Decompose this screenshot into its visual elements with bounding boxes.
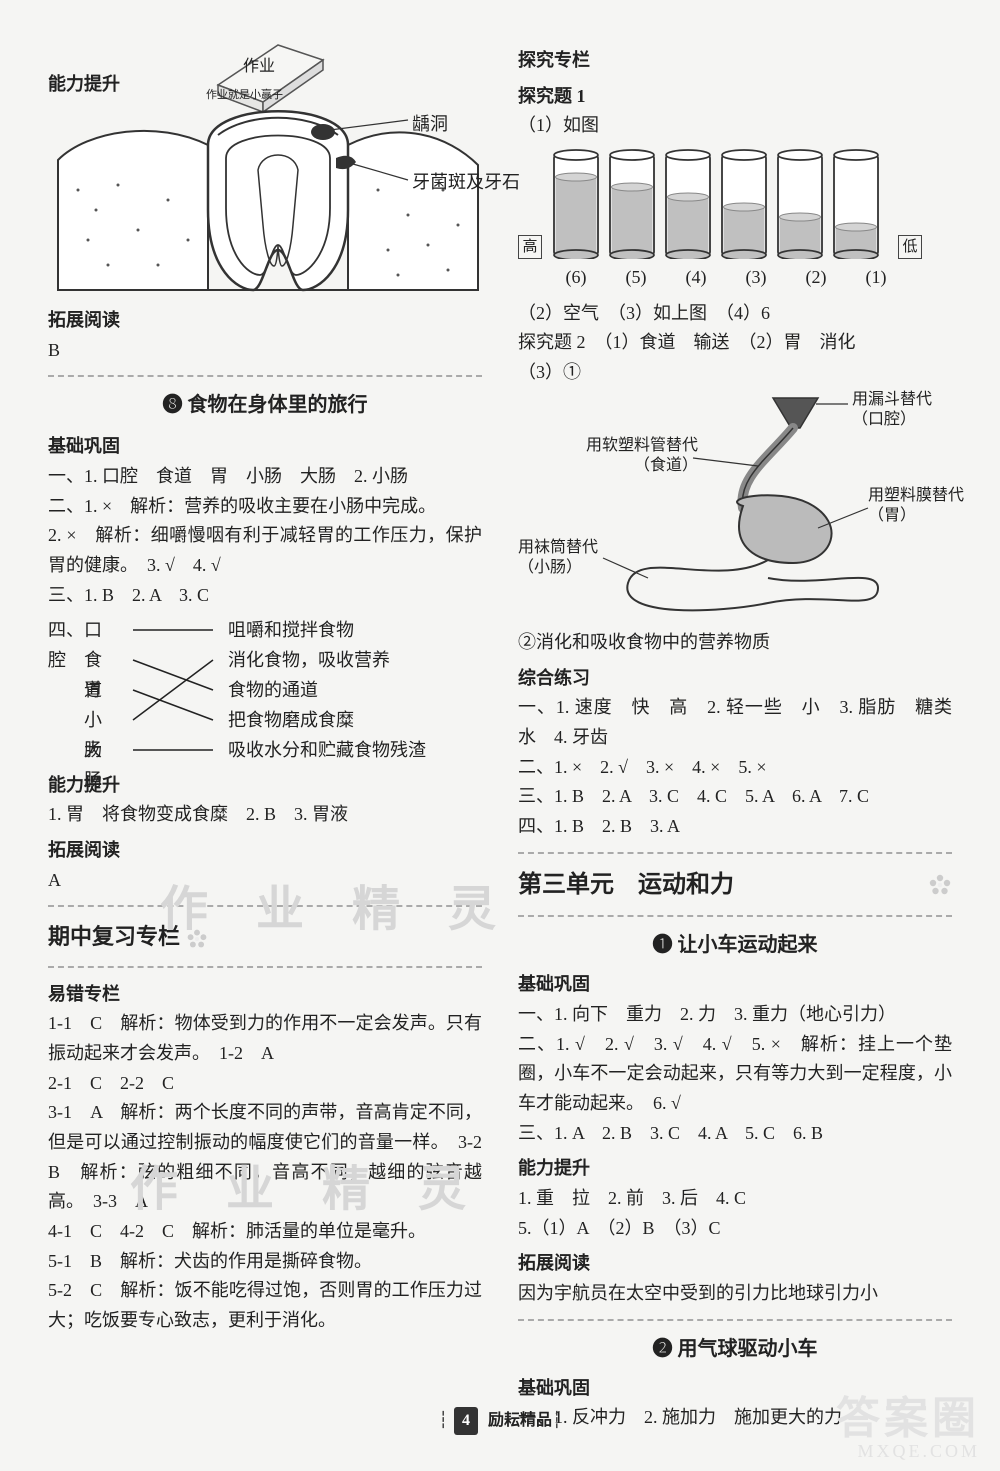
unit3-title-text: 第三单元 运动和力 xyxy=(518,866,734,906)
err-3: 3-1 A 解析：两个长度不同的声带，音高肯定不同，但是可以通过控制振动的幅度使… xyxy=(48,1098,482,1217)
u3s1-basics-heading: 基础巩固 xyxy=(518,970,952,1000)
comp-1: 一、1. 速度 快 高 2. 轻一些 小 3. 脂肪 糖类 水 4. 牙齿 xyxy=(518,693,952,752)
s8-ability-line: 1. 胃 将食物变成食糜 2. B 3. 胃液 xyxy=(48,800,482,830)
watermark-url: MXQE.COM xyxy=(836,1442,980,1461)
flower-icon xyxy=(928,873,952,897)
u3s1-ext-heading: 拓展阅读 xyxy=(518,1249,952,1279)
matching-lines xyxy=(128,615,218,765)
s8-ext-answer: A xyxy=(48,866,482,896)
tube-lab-4: (2) xyxy=(790,263,842,293)
flower-icon xyxy=(186,928,208,950)
q1-1: （1）如图 xyxy=(518,111,952,141)
u3s1-l2: 二、1. √ 2. √ 3. √ 4. √ 5. × 解析：挂上一个垫圈，小车不… xyxy=(518,1030,952,1119)
u3s1-l1: 一、1. 向下 重力 2. 力 3. 重力（地心引力） xyxy=(518,1000,952,1030)
digestive-diagram: 用漏斗替代（口腔） 用软塑料管替代（食道） 用塑料膜替代（胃） 用袜筒替代（小肠… xyxy=(518,388,952,628)
page-footer: ┆4 励耘精品┆ xyxy=(0,1407,1000,1435)
match-head: 四、 xyxy=(48,620,84,640)
tooth-top-label: 作业 xyxy=(243,54,275,80)
q2-title: 探究题 2 （1）食道 输送 （2）胃 消化 xyxy=(518,328,952,358)
err-5a: 5-1 B 解析：犬齿的作用是撕碎食物。 xyxy=(48,1247,482,1277)
footer-brand: 励耘精品 xyxy=(488,1412,552,1429)
ext-reading-answer: B xyxy=(48,336,482,366)
label-low: 低 xyxy=(898,235,922,259)
q2-3: （3）① xyxy=(518,358,952,388)
divider xyxy=(518,915,952,917)
comp-2: 二、1. × 2. √ 3. × 4. × 5. × xyxy=(518,753,952,783)
ability-heading: 能力提升 xyxy=(48,70,120,100)
unit3-title: 第三单元 运动和力 xyxy=(518,866,952,906)
match-r2: 食物的通道 xyxy=(228,675,482,705)
s8-basics-heading: 基础巩固 xyxy=(48,432,482,462)
tube-number-labels: (6) (5) (4) (3) (2) (1) xyxy=(550,263,952,293)
dig-sock-label: 用袜筒替代（小肠） xyxy=(518,538,618,578)
divider xyxy=(48,966,482,968)
match-r1: 消化食物，吸收营养 xyxy=(228,645,482,675)
left-column: 能力提升 xyxy=(48,40,482,1401)
dig-tube-label: 用软塑料管替代（食道） xyxy=(558,436,698,476)
u3s2-basics-heading: 基础巩固 xyxy=(518,1374,952,1404)
dig-funnel-label: 用漏斗替代（口腔） xyxy=(852,390,962,430)
match-l2: 胃 xyxy=(48,675,118,705)
match-r4: 吸收水分和贮藏食物残渣 xyxy=(228,735,482,765)
tube-lab-0: (6) xyxy=(550,263,602,293)
err-2: 2-1 C 2-2 C xyxy=(48,1069,482,1099)
right-column: 探究专栏 探究题 1 （1）如图 高 低 (6) (5) (4) (3) (2)… xyxy=(518,40,952,1401)
u3s2-title: ❷ 用气球驱动小车 xyxy=(518,1333,952,1366)
u3s1-al2: 5.（1）A （2）B （3）C xyxy=(518,1214,952,1244)
tube-lab-3: (3) xyxy=(730,263,782,293)
tubes-svg xyxy=(550,149,890,259)
err-5b: 5-2 C 解析：饭不能吃得过饱，否则胃的工作压力过大；吃饭要专心致志，更利于消… xyxy=(48,1276,482,1335)
tube-lab-1: (5) xyxy=(610,263,662,293)
s8-ext-heading: 拓展阅读 xyxy=(48,836,482,866)
err-4: 4-1 C 4-2 C 解析：肺活量的单位是毫升。 xyxy=(48,1217,482,1247)
s8-line2: 二、1. × 解析：营养的吸收主要在小肠中完成。 xyxy=(48,492,482,522)
tooth-diagram: 能力提升 xyxy=(48,40,482,300)
u3s1-ability-heading: 能力提升 xyxy=(518,1154,952,1184)
u3s1-al1: 1. 重 拉 2. 前 3. 后 4. C xyxy=(518,1184,952,1214)
match-right: 咀嚼和搅拌食物 消化食物，吸收营养 食物的通道 把食物磨成食糜 吸收水分和贮藏食… xyxy=(228,615,482,765)
midterm-title: 期中复习专栏 xyxy=(48,919,482,955)
divider xyxy=(518,1319,952,1321)
tooth-cavity-label: 龋洞 xyxy=(412,110,448,140)
q1-title: 探究题 1 xyxy=(518,82,952,112)
tube-lab-2: (4) xyxy=(670,263,722,293)
u3s1-l3: 三、1. A 2. B 3. C 4. A 5. C 6. B xyxy=(518,1119,952,1149)
label-high: 高 xyxy=(518,235,542,259)
tooth-plaque-label: 牙菌斑及牙石 xyxy=(412,168,520,198)
match-r3: 把食物磨成食糜 xyxy=(228,705,482,735)
tubes-diagram: 高 低 xyxy=(518,149,952,259)
comp-3: 三、1. B 2. A 3. C 4. C 5. A 6. A 7. C xyxy=(518,782,952,812)
ext-reading-heading: 拓展阅读 xyxy=(48,306,482,336)
tube-lab-5: (1) xyxy=(850,263,902,293)
u3s1-ext-ans: 因为宇航员在太空中受到的引力比地球引力小 xyxy=(518,1279,952,1309)
match-prefix: 四、口腔 食道 胃 小肠 大肠 xyxy=(48,615,118,765)
midterm-title-text: 期中复习专栏 xyxy=(48,924,180,949)
page-number: 4 xyxy=(454,1407,478,1435)
dig-bag-label: 用塑料膜替代（胃） xyxy=(868,486,978,526)
inquiry-heading: 探究专栏 xyxy=(518,46,952,76)
q2-note: ②消化和吸收食物中的营养物质 xyxy=(518,628,952,658)
comp-heading: 综合练习 xyxy=(518,664,952,694)
err-1: 1-1 C 解析：物体受到力的作用不一定会发声。只有振动起来才会发声。 1-2 … xyxy=(48,1009,482,1068)
s8-line1: 一、1. 口腔 食道 胃 小肠 大肠 2. 小肠 xyxy=(48,462,482,492)
divider xyxy=(48,375,482,377)
matching-diagram: 四、口腔 食道 胃 小肠 大肠 咀嚼和搅拌食物 消化食物，吸收营养 食物的通道 … xyxy=(48,615,482,765)
tooth-top-sub: 作业就是小赢子 xyxy=(206,86,283,104)
q1-rest: （2）空气 （3）如上图 （4）6 xyxy=(518,299,952,329)
section-8-title: ❽ 食物在身体里的旅行 xyxy=(48,389,482,422)
match-l4: 大肠 xyxy=(48,735,118,765)
match-l3: 小肠 xyxy=(48,705,118,735)
s8-line4: 三、1. B 2. A 3. C xyxy=(48,581,482,611)
match-r0: 咀嚼和搅拌食物 xyxy=(228,615,482,645)
u3s1-title: ❶ 让小车运动起来 xyxy=(518,929,952,962)
err-heading: 易错专栏 xyxy=(48,980,482,1010)
s8-ability-heading: 能力提升 xyxy=(48,771,482,801)
comp-4: 四、1. B 2. B 3. A xyxy=(518,812,952,842)
s8-line3: 2. × 解析：细嚼慢咽有利于减轻胃的工作压力，保护胃的健康。 3. √ 4. … xyxy=(48,521,482,580)
divider xyxy=(48,905,482,907)
divider xyxy=(518,852,952,854)
